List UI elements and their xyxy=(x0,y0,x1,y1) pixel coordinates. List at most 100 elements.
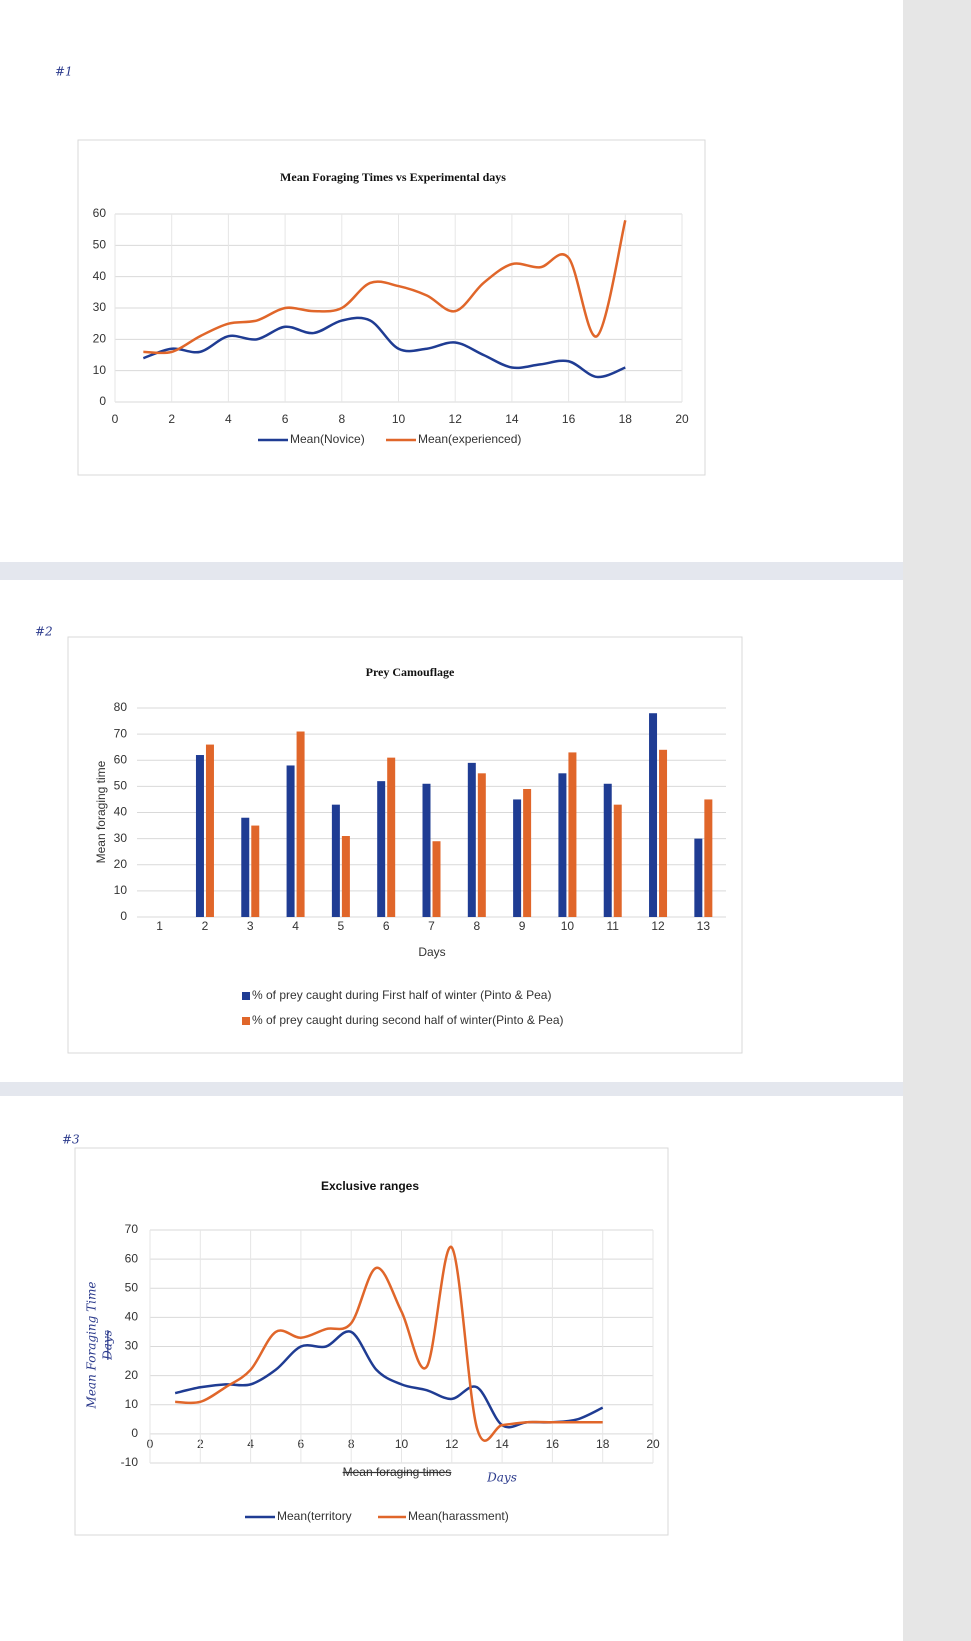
bar xyxy=(432,841,441,917)
legend-label: Mean(experienced) xyxy=(418,432,521,446)
y-tick-label: 10 xyxy=(125,1397,139,1411)
bar xyxy=(331,804,340,917)
legend-label: Mean(territory xyxy=(277,1509,352,1523)
x-tick-label: 4 xyxy=(292,919,299,933)
y-tick-label: 30 xyxy=(125,1339,139,1353)
y-tick-label: 30 xyxy=(93,300,107,314)
y-tick-label: -10 xyxy=(121,1455,139,1469)
bar xyxy=(205,744,214,917)
x-tick-label: 10 xyxy=(561,919,575,933)
y-tick-label: 70 xyxy=(114,726,128,740)
page-label: #2 xyxy=(35,625,53,639)
x-tick-label: 9 xyxy=(519,919,526,933)
bar xyxy=(241,817,250,917)
legend-label: % of prey caught during second half of w… xyxy=(252,1013,564,1027)
x-tick-label: 18 xyxy=(619,412,633,426)
page-gap xyxy=(0,1082,903,1096)
x-tick-label: 13 xyxy=(697,919,711,933)
x-tick-label: 1 xyxy=(156,919,163,933)
x-tick-label: 16 xyxy=(562,412,576,426)
bar xyxy=(377,781,386,917)
chart-frame xyxy=(74,1147,669,1536)
bar xyxy=(296,731,305,917)
page-label: #1 xyxy=(55,65,73,79)
bar xyxy=(341,836,350,917)
y-tick-label: 20 xyxy=(114,857,128,871)
x-tick-label: 8 xyxy=(338,412,345,426)
legend-swatch xyxy=(242,1017,250,1025)
x-tick-label: 2 xyxy=(202,919,209,933)
chart-frame xyxy=(67,636,743,1054)
x-tick-label: 6 xyxy=(282,412,289,426)
y-tick-label: 40 xyxy=(125,1310,139,1324)
bar xyxy=(387,757,396,917)
page-gap xyxy=(0,562,903,580)
x-tick-label: 12 xyxy=(449,412,463,426)
y-tick-label: 40 xyxy=(114,805,128,819)
x-tick-label: 5 xyxy=(338,919,345,933)
x-axis-label: Days xyxy=(418,945,445,959)
y-tick-label: 60 xyxy=(114,752,128,766)
y-tick-label: 70 xyxy=(125,1222,139,1236)
bar xyxy=(603,783,612,917)
y-tick-label: 80 xyxy=(114,700,128,714)
y-tick-label: 10 xyxy=(114,883,128,897)
bar xyxy=(694,838,703,917)
y-axis-label: Mean foraging time xyxy=(94,760,108,863)
y-tick-label: 50 xyxy=(125,1280,139,1294)
bar xyxy=(659,749,668,917)
chart-title: Exclusive ranges xyxy=(321,1179,419,1193)
x-tick-label: 7 xyxy=(428,919,435,933)
x-tick-label: 6 xyxy=(383,919,390,933)
bar xyxy=(477,773,486,917)
bar xyxy=(251,825,260,917)
y-axis-label: Mean Foraging Time xyxy=(85,1282,99,1410)
y-tick-label: 50 xyxy=(93,238,107,252)
bar xyxy=(523,788,532,917)
x-tick-label: 11 xyxy=(606,919,619,933)
chart-title: Prey Camouflage xyxy=(366,665,455,679)
bar xyxy=(613,804,622,917)
x-tick-label: 12 xyxy=(651,919,665,933)
y-tick-label: 60 xyxy=(125,1251,139,1265)
bar xyxy=(704,799,713,917)
x-tick-label: 4 xyxy=(225,412,232,426)
series-line xyxy=(142,316,626,379)
bar xyxy=(467,762,476,917)
legend-label: Mean(Novice) xyxy=(290,432,365,446)
x-tick-label: 3 xyxy=(247,919,254,933)
x-tick-label: 0 xyxy=(112,412,119,426)
bar xyxy=(286,765,295,917)
y-axis-struck: Days xyxy=(101,1330,115,1361)
series-line xyxy=(143,219,627,355)
x-axis-note: Days xyxy=(486,1471,517,1485)
bar xyxy=(568,752,577,917)
y-tick-label: 0 xyxy=(131,1426,138,1440)
y-tick-label: 40 xyxy=(93,269,107,283)
x-tick-label: 8 xyxy=(473,919,480,933)
y-tick-label: 20 xyxy=(93,332,107,346)
bar xyxy=(195,755,204,917)
x-tick-label: 10 xyxy=(392,412,406,426)
y-tick-label: 50 xyxy=(114,779,128,793)
x-tick-label: 2 xyxy=(168,412,175,426)
bar xyxy=(558,773,567,917)
series-line xyxy=(175,1246,603,1442)
bar xyxy=(513,799,522,917)
y-tick-label: 60 xyxy=(93,206,107,220)
y-tick-label: 0 xyxy=(99,394,106,408)
legend-label: Mean(harassment) xyxy=(408,1509,509,1523)
bar xyxy=(422,783,431,917)
chart-title: Mean Foraging Times vs Experimental days xyxy=(280,170,506,184)
x-tick-label: 20 xyxy=(675,412,689,426)
x-tick-label: 14 xyxy=(505,412,519,426)
x-axis-label: Mean foraging times xyxy=(343,1465,452,1479)
legend-label: % of prey caught during First half of wi… xyxy=(252,988,551,1002)
page-label: #3 xyxy=(62,1133,80,1147)
bar xyxy=(649,713,658,917)
y-tick-label: 10 xyxy=(93,363,107,377)
y-tick-label: 20 xyxy=(125,1368,139,1382)
y-tick-label: 0 xyxy=(120,909,127,923)
y-tick-label: 30 xyxy=(114,831,128,845)
